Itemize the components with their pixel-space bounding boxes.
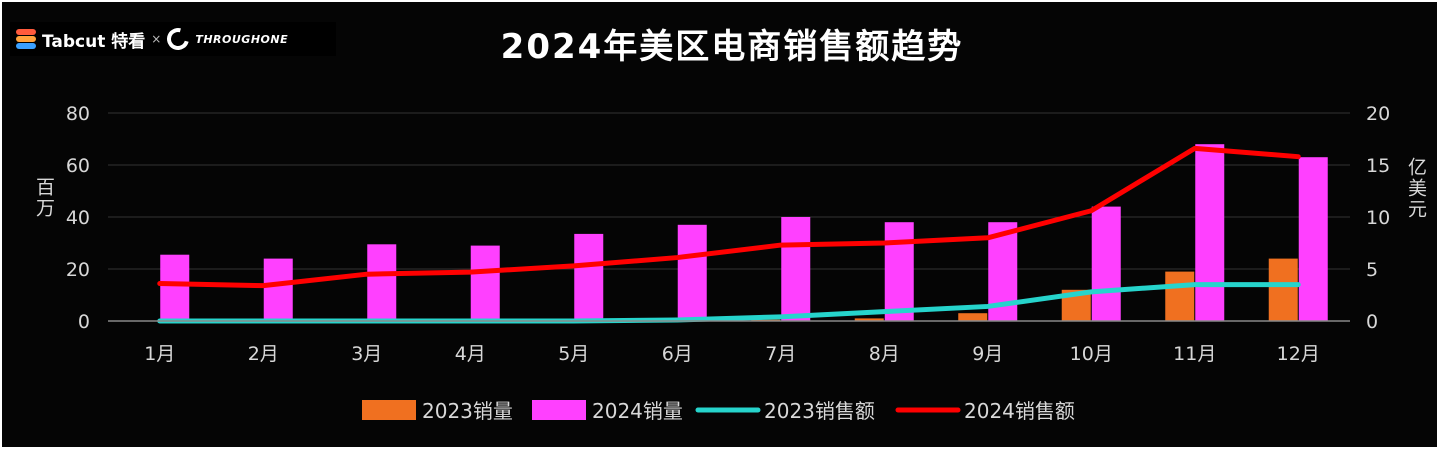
throughone-logo-icon: [163, 23, 194, 55]
y-right-tick-label: 10: [1366, 207, 1390, 229]
legend-swatch-2024销量: [532, 400, 586, 420]
legend-label: 2023销量: [422, 399, 513, 423]
y-left-tick-label: 80: [66, 103, 90, 125]
x-tick-label: 10月: [1070, 343, 1113, 365]
brand-name: Tabcut 特看: [42, 31, 146, 52]
y-right-tick-label: 15: [1366, 155, 1390, 177]
x-tick-label: 3月: [351, 343, 382, 365]
bar-2024销量: [574, 233, 604, 321]
x-tick-label: 2月: [248, 343, 279, 365]
bar-2024销量: [367, 244, 397, 321]
legend-swatch-2023销量: [362, 400, 416, 420]
x-tick-label: 9月: [972, 343, 1003, 365]
y-left-tick-label: 40: [66, 207, 90, 229]
line-2024销售额: [157, 145, 1301, 289]
x-tick-label: 11月: [1173, 343, 1216, 365]
y-right-axis-label: 亿美元: [1405, 157, 1427, 220]
x-tick-label: 6月: [662, 343, 693, 365]
bar-2023销量: [1268, 258, 1298, 321]
brand-partner: THROUGHONE: [195, 32, 289, 46]
brand-separator: ×: [151, 32, 162, 46]
bar-2024销量: [781, 217, 811, 321]
bar-2024销量: [1195, 144, 1225, 321]
bar-2024销量: [677, 224, 707, 321]
legend-label: 2023销售额: [764, 399, 875, 423]
brand-logo: Tabcut 特看 × THROUGHONE: [10, 22, 336, 56]
bar-2023销量: [958, 313, 988, 321]
x-tick-label: 8月: [869, 343, 900, 365]
x-tick-label: 7月: [765, 343, 796, 365]
bar-2024销量: [884, 222, 914, 321]
legend-label: 2024销售额: [964, 399, 1075, 423]
bar-2024销量: [160, 254, 190, 321]
legend-label: 2024销量: [592, 399, 683, 423]
bar-2024销量: [263, 258, 293, 321]
grid-lines: [108, 112, 1350, 270]
bar-series-group: [160, 144, 1328, 321]
x-tick-label: 5月: [558, 343, 589, 365]
bar-2023销量: [854, 318, 884, 321]
x-tick-label: 4月: [455, 343, 486, 365]
y-left-tick-label: 0: [78, 311, 90, 333]
y-left-axis-label: 百万: [33, 177, 55, 219]
y-right-tick-label: 5: [1366, 259, 1378, 281]
chart-title: 2024年美区电商销售额趋势: [501, 27, 964, 67]
y-left-tick-label: 20: [66, 259, 90, 281]
x-tick-label: 1月: [144, 343, 175, 365]
bar-2023销量: [1165, 271, 1195, 321]
bar-2024销量: [1091, 206, 1121, 321]
bar-2024销量: [1298, 157, 1328, 321]
axes-group: 0 20 40 60 80 0 5 10 15 20 百万 亿美元 1月 2月 3月 4月 5月 6月 7月 8月 9月…: [33, 103, 1427, 365]
bar-2024销量: [470, 245, 500, 321]
tabcut-logo-icon: [16, 29, 36, 49]
y-right-tick-label: 0: [1366, 311, 1378, 333]
y-left-tick-label: 60: [66, 155, 90, 177]
x-tick-label: 12月: [1277, 343, 1320, 365]
legend: 2023销量 2024销量 2023销售额 2024销售额: [362, 399, 1075, 423]
y-right-tick-label: 20: [1366, 103, 1390, 125]
